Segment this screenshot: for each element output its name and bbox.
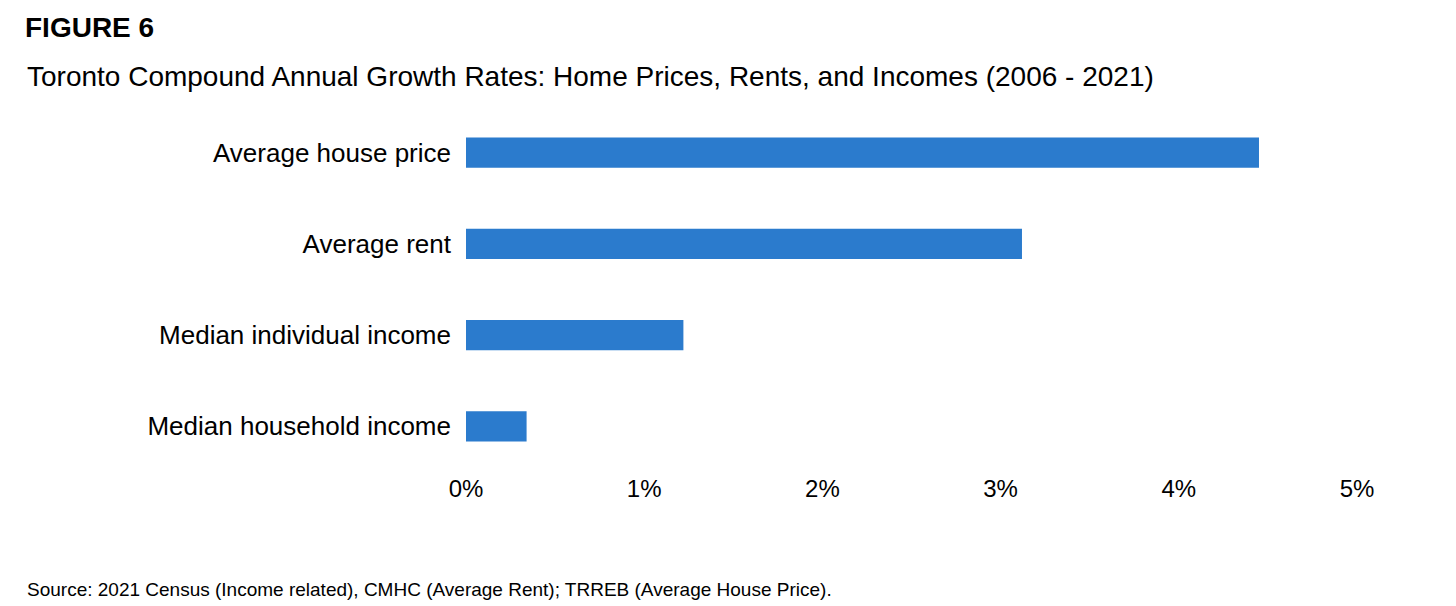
svg-text:Median household income: Median household income [147, 411, 451, 441]
svg-text:2%: 2% [805, 475, 840, 502]
svg-text:Average rent: Average rent [303, 229, 452, 259]
svg-text:Source: 2021 Census (Income re: Source: 2021 Census (Income related), CM… [27, 579, 832, 600]
svg-text:5%: 5% [1340, 475, 1375, 502]
svg-text:Average house price: Average house price [213, 138, 451, 168]
svg-text:1%: 1% [627, 475, 662, 502]
svg-text:Median individual income: Median individual income [159, 320, 451, 350]
svg-text:FIGURE 6: FIGURE 6 [25, 12, 154, 43]
svg-text:4%: 4% [1161, 475, 1196, 502]
svg-text:Toronto Compound Annual Growth: Toronto Compound Annual Growth Rates: Ho… [27, 61, 1154, 92]
svg-text:3%: 3% [983, 475, 1018, 502]
svg-text:0%: 0% [449, 475, 484, 502]
